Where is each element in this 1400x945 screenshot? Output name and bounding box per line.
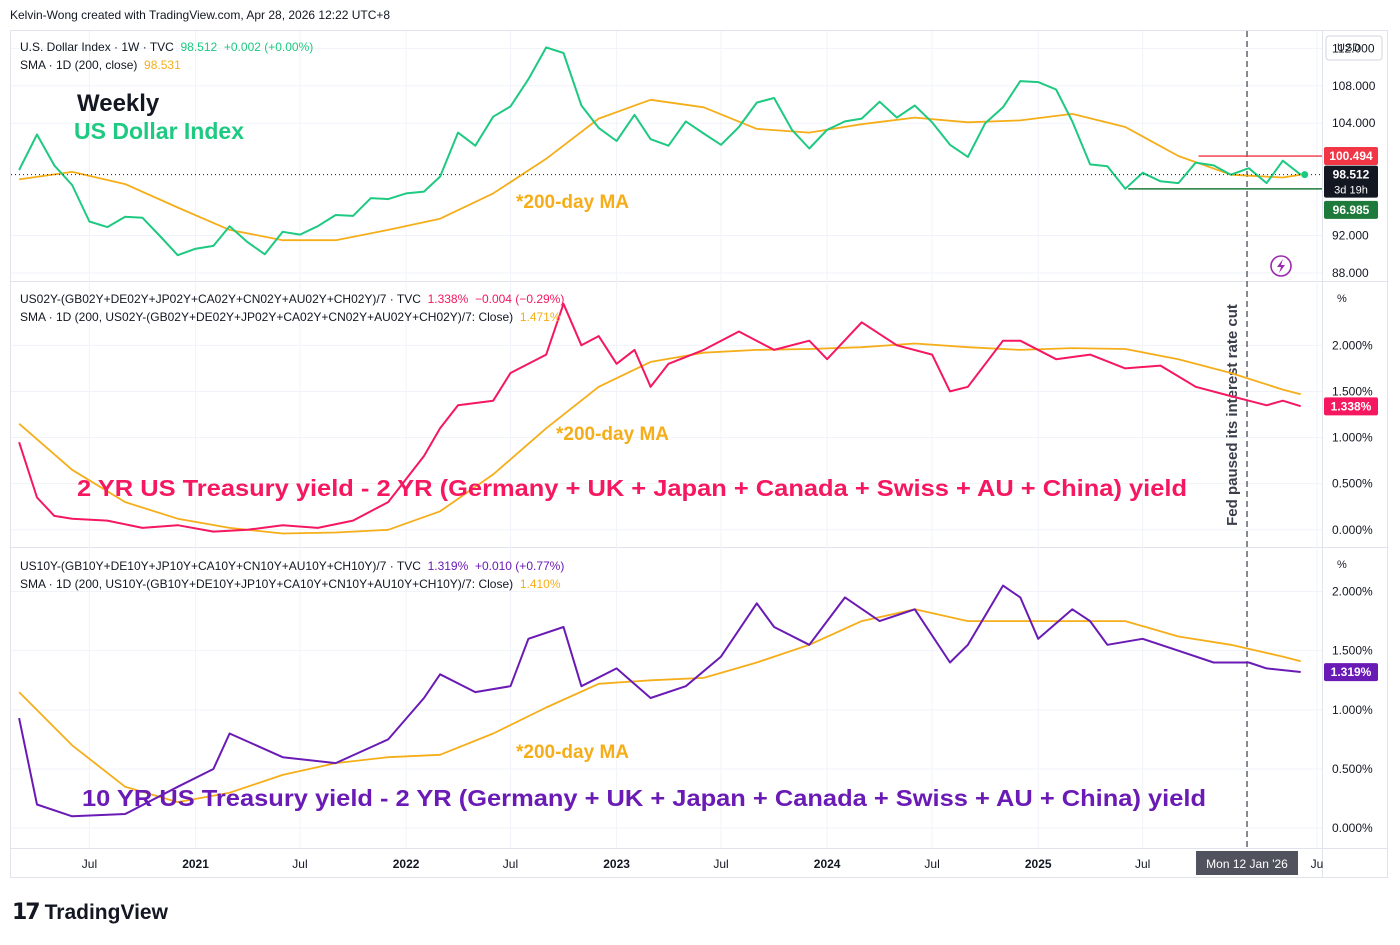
lightning-icon-bolt [1277, 259, 1285, 273]
spread2y-line [18, 302, 1301, 533]
last-price-label: 98.512 [1333, 168, 1370, 182]
range-low-label: 96.985 [1333, 203, 1370, 217]
tradingview-logo[interactable]: 17 TradingView [12, 900, 168, 925]
spread10y-sma-legend-name: SMA · 1D (200, US10Y-(GB10Y+DE10Y+JP10Y+… [20, 577, 514, 591]
price-axis-unit: USD [1337, 42, 1360, 54]
dxy-sma-legend-name: SMA · 1D (200, close) [20, 58, 138, 72]
crosshair-time-label: Mon 12 Jan '26 [1206, 857, 1288, 871]
spread2y-legend-value: 1.338% [427, 292, 469, 306]
price-tick-label: 104.000 [1332, 116, 1376, 130]
spread2y-legend: US02Y-(GB02Y+DE02Y+JP02Y+CA02Y+CN02Y+AU0… [20, 290, 564, 326]
dxy-title-annotation: US Dollar Index [74, 118, 244, 144]
time-axis-label: Jul [292, 857, 307, 871]
price-tick-label: 0.500% [1332, 762, 1373, 776]
dxy-sma-line [18, 98, 1301, 242]
price-tick-label: 112.000 [1332, 41, 1375, 55]
spread10y-ma-annotation: *200-day MA [516, 742, 629, 763]
spread2y-legend-name: US02Y-(GB02Y+DE02Y+JP02Y+CA02Y+CN02Y+AU0… [20, 292, 421, 306]
time-axis-label: Jul [924, 857, 939, 871]
price-tick-label: 0.000% [1332, 821, 1373, 835]
time-axis-label: Jul [1135, 857, 1150, 871]
price-tick-label: 88.000 [1332, 266, 1369, 280]
spread10y-title-annotation: 10 YR US Treasury yield - 2 YR (Germany … [82, 785, 1206, 811]
bar-countdown-label: 3d 19h [1334, 185, 1368, 197]
spread10y-sma-line [18, 608, 1301, 803]
price-tick-label: 1.500% [1332, 384, 1373, 398]
price-tick-label: 0.000% [1332, 523, 1373, 537]
spread10y-legend-value: 1.319% [427, 559, 469, 573]
last-price-dot [1301, 171, 1309, 179]
dxy-ma-annotation: *200-day MA [516, 192, 629, 213]
price-tick-label: 1.000% [1332, 431, 1373, 445]
spread10y-line [18, 584, 1301, 818]
dxy-line [18, 46, 1302, 257]
tradingview-logo-text: TradingView [44, 900, 168, 924]
price-tick-label: 92.000 [1332, 229, 1369, 243]
dxy-legend-change: +0.002 (+0.00%) [223, 40, 314, 54]
currency-selector[interactable] [1325, 35, 1383, 61]
spread2y-sma-line [18, 342, 1301, 535]
spread10y-legend: US10Y-(GB10Y+DE10Y+JP10Y+CA10Y+CN10Y+AU1… [20, 557, 564, 593]
spread10y-legend-change: +0.010 (+0.77%) [474, 559, 565, 573]
dxy-sma-legend-value: 98.531 [144, 58, 181, 72]
time-axis-label: Ju [1311, 857, 1324, 871]
dxy-legend: U.S. Dollar Index · 1W · TVC 98.512 +0.0… [20, 38, 313, 74]
spread10y-last-label: 1.319% [1331, 665, 1372, 679]
chart-frame[interactable] [10, 30, 1388, 878]
price-tick-label: 2.000% [1332, 585, 1373, 599]
weekly-annotation: Weekly [77, 90, 160, 117]
crosshair-time-badge [1196, 851, 1299, 875]
range-high-badge [1324, 147, 1378, 166]
time-axis-label: 2023 [603, 857, 630, 871]
time-axis-label: 2021 [182, 857, 209, 871]
price-axis-unit: % [1337, 559, 1347, 571]
spread10y-legend-name: US10Y-(GB10Y+DE10Y+JP10Y+CA10Y+CN10Y+AU1… [20, 559, 421, 573]
spread10y-sma-legend-value: 1.410% [519, 577, 561, 591]
time-axis-label: Jul [503, 857, 518, 871]
time-axis-label: Jul [713, 857, 728, 871]
spread2y-title-annotation: 2 YR US Treasury yield - 2 YR (Germany +… [77, 475, 1187, 501]
time-axis-label: 2022 [393, 857, 420, 871]
price-tick-label: 0.500% [1332, 477, 1373, 491]
last-price-badge [1324, 165, 1378, 198]
time-axis-label: Jul [82, 857, 97, 871]
spread2y-ma-annotation: *200-day MA [556, 424, 669, 445]
range-high-label: 100.494 [1329, 149, 1373, 163]
range-low-badge [1324, 200, 1378, 219]
price-tick-label: 1.000% [1332, 703, 1373, 717]
spread2y-sma-legend-name: SMA · 1D (200, US02Y-(GB02Y+DE02Y+JP02Y+… [20, 310, 514, 324]
time-axis-label: 2025 [1025, 857, 1052, 871]
lightning-icon[interactable] [1270, 255, 1292, 277]
fed-pause-annotation: Fed paused its interest rate cut [1224, 304, 1241, 526]
spread2y-last-label: 1.338% [1331, 399, 1372, 413]
tradingview-logo-icon: 17 [12, 900, 41, 925]
chart-attribution: Kelvin-Wong created with TradingView.com… [10, 8, 391, 22]
price-tick-label: 2.000% [1332, 338, 1373, 352]
spread2y-last-badge [1324, 397, 1378, 416]
spread10y-last-badge [1324, 663, 1378, 682]
spread2y-sma-legend-value: 1.471% [519, 310, 561, 324]
price-tick-label: 108.000 [1332, 79, 1376, 93]
price-axis-unit: % [1337, 293, 1347, 305]
price-tick-label: 1.500% [1332, 644, 1373, 658]
spread2y-legend-change: −0.004 (−0.29%) [474, 292, 565, 306]
dxy-legend-name: U.S. Dollar Index · 1W · TVC [20, 40, 174, 54]
time-axis-label: 2024 [814, 857, 841, 871]
dxy-legend-value: 98.512 [180, 40, 218, 54]
